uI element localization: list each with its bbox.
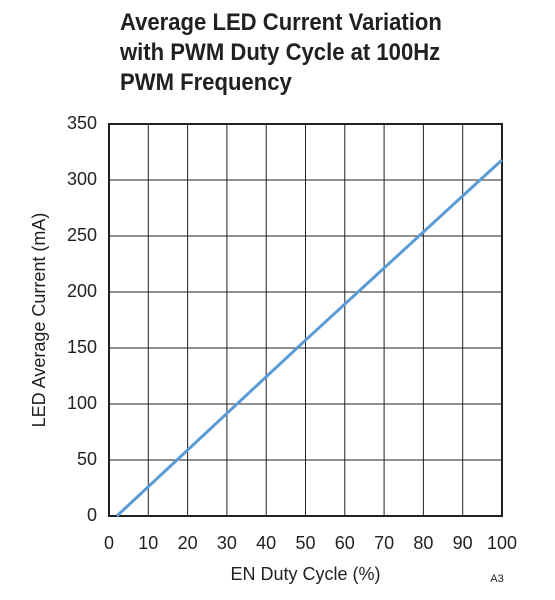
data-line bbox=[115, 158, 504, 518]
x-tick-label: 50 bbox=[295, 533, 315, 553]
x-tick-label: 80 bbox=[413, 533, 433, 553]
annotation: A3 bbox=[490, 573, 503, 585]
x-tick-label: 100 bbox=[487, 533, 517, 553]
y-axis-label: LED Average Current (mA) bbox=[29, 213, 49, 428]
x-tick-label: 70 bbox=[374, 533, 394, 553]
y-tick-label: 300 bbox=[67, 169, 97, 189]
x-tick-label: 90 bbox=[453, 533, 473, 553]
chart-title: Average LED Current Variation with PWM D… bbox=[120, 9, 442, 96]
plot-frame bbox=[108, 123, 503, 517]
x-tick-label: 10 bbox=[138, 533, 158, 553]
y-tick-label: 150 bbox=[67, 337, 97, 357]
y-tick-label: 200 bbox=[67, 281, 97, 301]
y-tick-label: 100 bbox=[67, 393, 97, 413]
x-tick-label: 40 bbox=[256, 533, 276, 553]
x-tick-label: 60 bbox=[335, 533, 355, 553]
x-tick-label: 30 bbox=[217, 533, 237, 553]
y-tick-label: 50 bbox=[77, 449, 97, 469]
x-tick-label: 0 bbox=[104, 533, 114, 553]
y-tick-label: 250 bbox=[67, 225, 97, 245]
x-tick-label: 20 bbox=[178, 533, 198, 553]
y-tick-label: 0 bbox=[87, 505, 97, 525]
x-axis-label: EN Duty Cycle (%) bbox=[230, 564, 380, 584]
y-tick-label: 350 bbox=[67, 113, 97, 133]
